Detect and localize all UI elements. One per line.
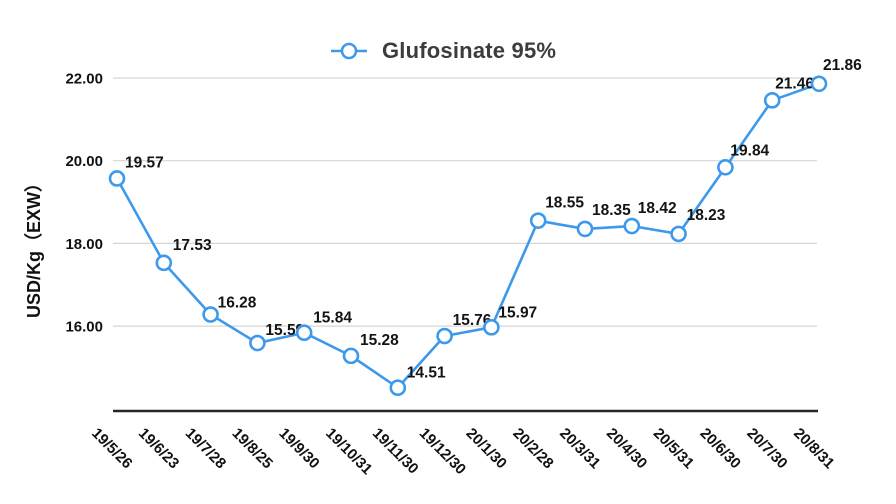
x-tick-label: 19/10/31	[322, 425, 375, 478]
data-point-label: 17.53	[173, 237, 212, 254]
data-point-marker	[623, 217, 641, 235]
x-tick-label: 19/9/30	[275, 425, 322, 472]
data-point-marker	[483, 319, 500, 336]
data-point-label: 18.55	[545, 195, 584, 212]
data-point-label: 16.28	[218, 295, 257, 312]
data-point-label: 15.84	[313, 310, 352, 327]
data-point-marker	[295, 324, 313, 342]
data-point-label: 15.59	[265, 322, 304, 339]
data-point-marker	[108, 170, 126, 187]
x-tick-label: 20/6/30	[697, 425, 744, 472]
data-point-marker	[389, 379, 407, 397]
data-point-label: 19.57	[125, 154, 164, 171]
y-tick-label: 20.00	[65, 153, 103, 170]
data-point-marker	[155, 254, 173, 272]
x-tick-label: 19/5/26	[88, 425, 135, 472]
x-tick-label: 19/7/28	[182, 425, 229, 472]
data-point-marker	[249, 334, 266, 352]
data-point-label: 15.97	[498, 304, 537, 321]
y-tick-label: 22.00	[65, 71, 103, 88]
x-tick-label: 20/8/31	[790, 425, 837, 472]
data-point-label: 21.46	[775, 75, 814, 92]
data-point-marker	[763, 92, 781, 109]
data-point-marker	[670, 225, 687, 243]
legend: Glufosinate 95%	[330, 38, 556, 64]
data-point-label: 15.76	[453, 312, 492, 329]
data-point-label: 19.84	[730, 142, 769, 159]
data-point-label: 18.23	[687, 207, 726, 224]
data-point-marker	[436, 327, 453, 345]
data-point-marker	[529, 212, 547, 229]
data-point-marker	[717, 159, 734, 176]
y-axis-title: USD/Kg（EXW）	[24, 174, 44, 318]
x-tick-label: 19/8/25	[229, 425, 276, 472]
data-point-label: 18.35	[592, 202, 631, 219]
data-point-marker	[810, 75, 828, 93]
data-point-label: 18.42	[638, 200, 677, 217]
x-tick-label: 20/3/31	[556, 425, 603, 472]
x-tick-label: 20/5/31	[650, 425, 697, 472]
data-point-marker	[342, 347, 360, 365]
x-tick-label: 19/11/30	[369, 425, 422, 478]
y-tick-label: 16.00	[65, 319, 103, 336]
x-tick-label: 19/6/23	[135, 425, 182, 472]
series-line	[115, 82, 821, 390]
x-tick-label: 20/1/30	[463, 425, 510, 472]
data-point-label: 14.51	[407, 365, 446, 382]
legend-label: Glufosinate 95%	[382, 38, 557, 63]
data-point-marker	[576, 220, 594, 238]
legend-line-marker-icon	[331, 42, 367, 60]
y-tick-label: 18.00	[65, 236, 103, 253]
data-point-label: 21.86	[823, 57, 862, 74]
data-point-label: 15.28	[360, 332, 399, 349]
x-tick-label: 20/4/30	[603, 425, 650, 472]
x-tick-label: 19/12/30	[416, 425, 469, 478]
x-tick-label: 20/7/30	[743, 425, 790, 472]
x-tick-label: 20/2/28	[509, 425, 556, 472]
data-point-marker	[202, 306, 219, 323]
